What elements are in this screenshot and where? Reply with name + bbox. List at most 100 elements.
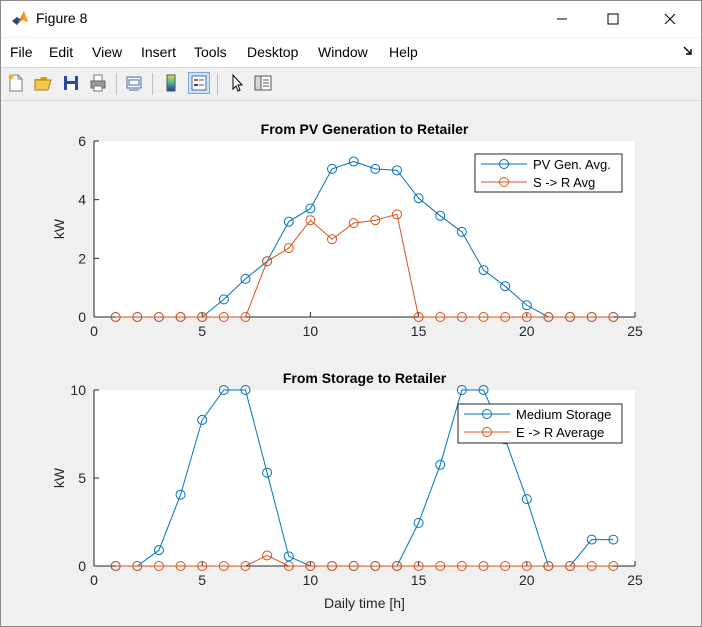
data-point [197,414,208,425]
data-point [608,312,619,322]
menu-edit[interactable]: Edit [49,44,74,60]
data-point [218,294,229,305]
menu-tools[interactable]: Tools [194,44,227,60]
data-point [413,561,424,571]
print-button[interactable] [87,72,109,94]
save-button[interactable] [60,72,82,94]
title-bar[interactable]: Figure 8 [1,1,701,37]
x-tick-label: 15 [411,323,427,339]
data-point [521,312,532,322]
series-2 [110,209,619,322]
edit-plot-icon [232,74,244,92]
menu-view[interactable]: View [92,44,123,60]
series-line [115,554,614,567]
toolbar-separator [152,73,153,95]
menu-desktop[interactable]: Desktop [247,44,299,60]
series-line [115,213,614,318]
data-point [132,312,143,322]
data-point [391,561,402,571]
print-icon [90,74,106,92]
data-point [348,156,359,167]
chart-title: From PV Generation to Retailer [261,121,469,137]
data-point [153,312,164,322]
minimize-icon [557,18,567,20]
data-point [521,561,532,571]
legend: Medium Storage E -> R Average [457,403,623,444]
menu-bar: File Edit View Insert Tools Desktop Wind… [1,38,701,67]
data-point [218,312,229,322]
open-file-button[interactable] [32,72,54,94]
new-figure-icon [8,74,23,92]
data-point [543,561,554,571]
x-tick-label: 15 [411,572,427,588]
legend-entry: E -> R Average [516,425,604,440]
data-point [456,226,467,237]
legend-marker [482,427,492,437]
y-tick-label: 0 [78,558,86,574]
close-icon [664,13,676,25]
close-button[interactable] [647,1,693,37]
x-axis-label: Daily time [h] [324,595,405,611]
y-tick-label: 6 [78,133,86,149]
open-file-icon [34,77,52,91]
data-point [262,256,273,267]
data-point [521,300,532,311]
menu-insert[interactable]: Insert [141,44,177,60]
dock-arrow-icon[interactable] [683,46,693,56]
figure-canvas: 0 5 10 15 20 25 0 2 4 6 From PV Generation to Reta… [51,121,643,611]
edit-plot-button[interactable] [226,72,248,94]
x-tick-label: 10 [303,572,319,588]
y-tick-label: 10 [70,382,86,398]
data-point [327,561,338,571]
figure-toolbar [1,67,701,101]
new-figure-button[interactable] [5,72,27,94]
minimize-button[interactable] [539,1,585,37]
window-title: Figure 8 [36,10,88,26]
data-point [586,561,597,571]
save-icon [64,76,78,90]
data-point [240,385,251,395]
data-point [175,561,186,571]
data-point [348,218,359,229]
menu-file[interactable]: File [10,44,33,60]
data-point [197,312,208,322]
menu-window[interactable]: Window [318,44,368,60]
data-point [283,243,294,254]
y-axis-label: kW [51,467,67,488]
data-point [608,561,619,571]
legend: PV Gen. Avg. S -> R Avg [474,153,623,193]
data-point [240,273,251,284]
property-inspector-button[interactable] [252,72,274,94]
chart-1: 0 5 10 15 20 25 0 2 4 6 From PV Generation to Reta… [51,121,643,339]
data-point [435,210,446,221]
data-point [262,467,273,478]
data-point [370,215,381,226]
data-point [370,561,381,571]
y-tick-label: 4 [78,192,86,208]
data-point [153,561,164,571]
property-inspector-icon [254,75,272,91]
insert-legend-button[interactable] [188,72,210,94]
data-point [586,534,597,545]
data-point [478,312,489,322]
data-point [500,561,511,571]
data-point [348,561,359,571]
x-tick-label: 25 [627,323,643,339]
insert-colorbar-button[interactable] [160,72,182,94]
data-point [435,561,446,571]
maximize-button[interactable] [590,1,636,37]
data-point [413,193,424,204]
data-point [500,281,511,292]
data-point [197,561,208,571]
menu-help[interactable]: Help [389,44,418,60]
data-point [435,312,446,322]
legend-marker [499,177,509,187]
data-point [456,312,467,322]
x-tick-label: 20 [519,572,535,588]
chart-title: From Storage to Retailer [283,370,447,386]
insert-colorbar-icon [166,74,176,92]
link-plot-button[interactable] [123,72,145,94]
matlab-logo-icon [11,9,29,27]
maximize-icon [607,13,619,25]
